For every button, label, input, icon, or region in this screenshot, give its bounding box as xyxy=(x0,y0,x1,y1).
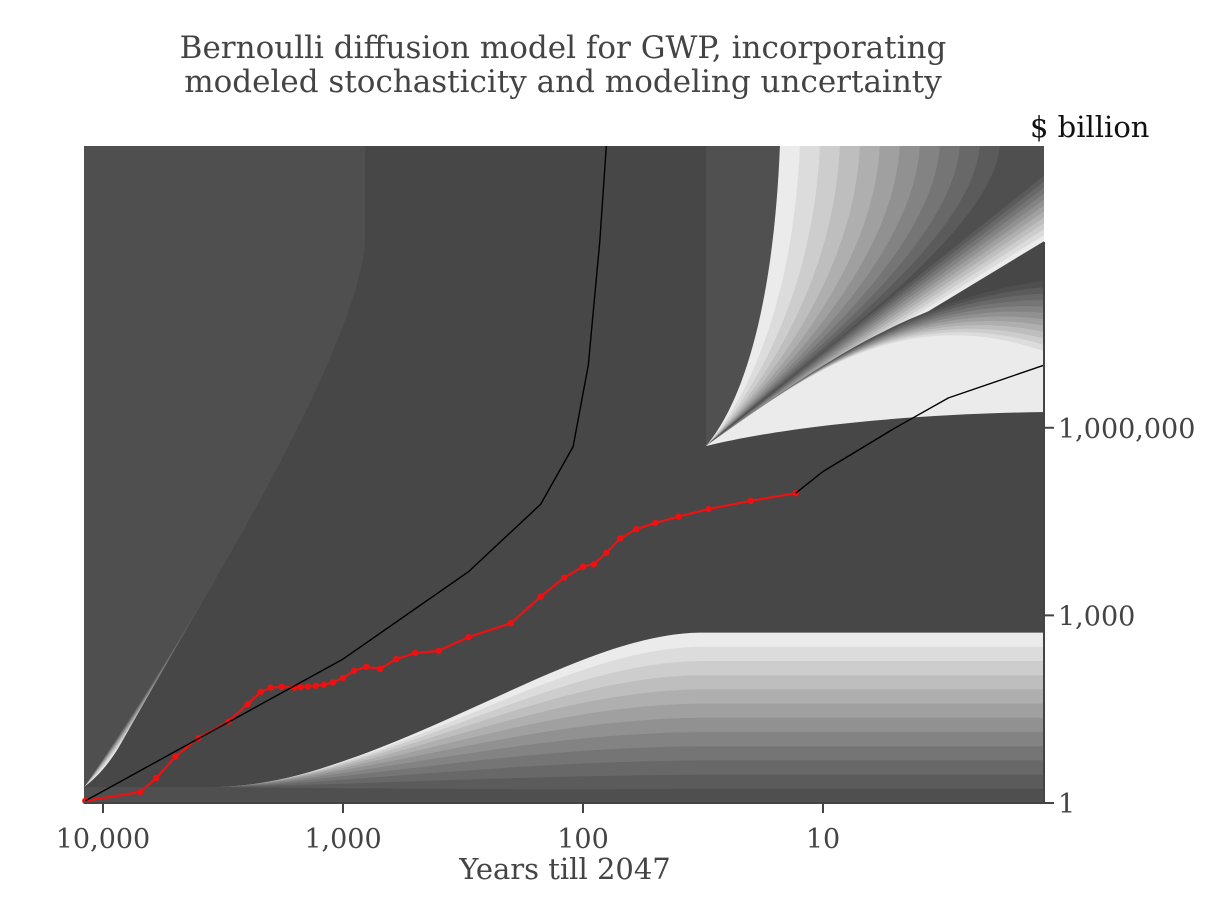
chart-title-line-1: Bernoulli diffusion model for GWP, incor… xyxy=(179,30,947,66)
chart-title-line-2: modeled stochasticity and modeling uncer… xyxy=(184,64,942,100)
median-line xyxy=(795,364,1045,494)
observed-point xyxy=(320,681,328,688)
observed-point xyxy=(350,667,358,674)
observed-point xyxy=(590,560,598,568)
observed-point xyxy=(377,665,384,672)
median-line xyxy=(84,145,607,802)
observed-point xyxy=(675,513,682,520)
observed-point xyxy=(153,774,160,782)
observed-point xyxy=(652,519,659,527)
observed-point xyxy=(560,574,568,581)
observed-point xyxy=(257,688,264,695)
observed-point xyxy=(137,788,144,796)
y-tick-label: 1,000,000 xyxy=(1058,414,1195,445)
observed-point xyxy=(747,497,754,504)
observed-point xyxy=(412,649,419,657)
axes: 10,000 1,000 100 10 1 1,000 1,000,000 xyxy=(56,242,1195,855)
series-layer xyxy=(82,145,1045,805)
uncertainty-fan xyxy=(84,146,1044,803)
x-axis-label: Years till 2047 xyxy=(459,852,671,886)
observed-point xyxy=(393,655,400,663)
x-tick-label: 100 xyxy=(557,824,609,855)
observed-point xyxy=(363,663,370,671)
fan-band-upper-right xyxy=(706,146,1044,446)
observed-point xyxy=(705,505,712,513)
fan-band-lower-right xyxy=(706,335,1044,446)
x-tick-label: 10,000 xyxy=(56,824,150,855)
fan-core-band-right xyxy=(706,416,1044,612)
y-tick-label: 1 xyxy=(1058,789,1075,820)
observed-point xyxy=(465,633,472,641)
observed-point xyxy=(537,593,544,600)
observed-point xyxy=(579,563,587,570)
observed-point xyxy=(290,684,298,691)
observed-point xyxy=(435,647,442,655)
observed-point xyxy=(617,535,624,542)
observed-point xyxy=(267,684,274,691)
y-axis-unit-label: $ billion xyxy=(1030,110,1150,144)
observed-point xyxy=(603,549,610,556)
observed-point xyxy=(633,525,640,533)
x-tick-label: 10 xyxy=(806,824,840,855)
observed-point xyxy=(304,683,312,690)
observed-point xyxy=(297,684,304,691)
fan-band-upper-right xyxy=(706,146,1044,446)
observed-point xyxy=(312,682,319,689)
observed-point xyxy=(278,683,285,690)
y-tick-label: 1,000 xyxy=(1058,601,1135,632)
observed-point xyxy=(172,753,179,760)
observed-point xyxy=(507,620,514,627)
observed-point xyxy=(329,679,337,686)
x-tick-label: 1,000 xyxy=(304,824,381,855)
observed-point xyxy=(244,701,251,708)
observed-point xyxy=(339,674,347,682)
fan-band-upper-left xyxy=(84,146,365,787)
fan-band-lower xyxy=(84,786,1044,803)
